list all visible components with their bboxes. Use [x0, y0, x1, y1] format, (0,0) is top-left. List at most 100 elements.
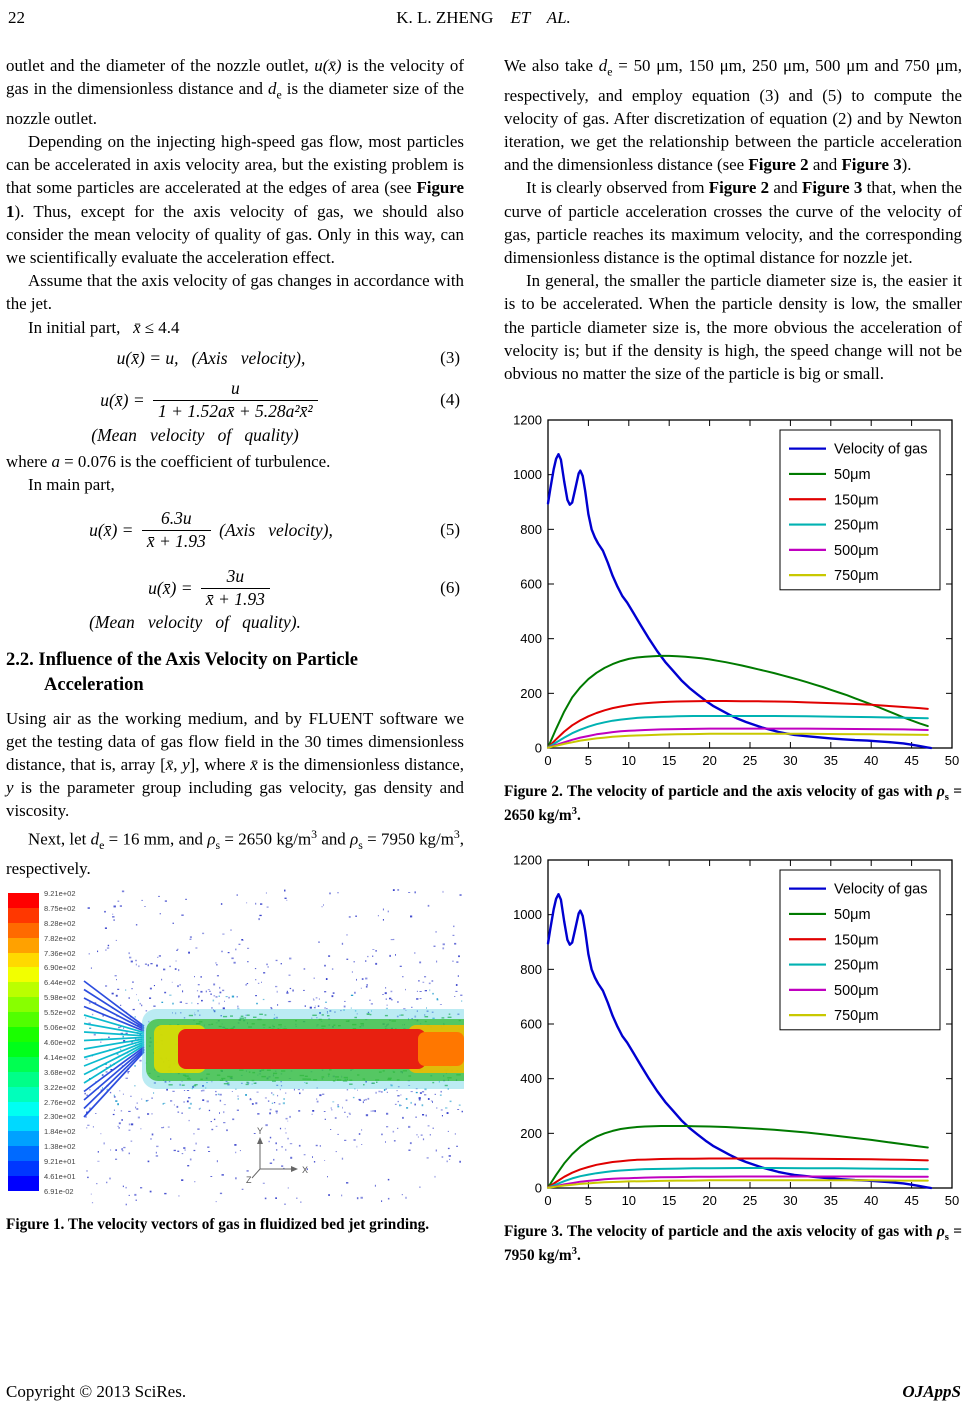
y-tick-label: 1000 [513, 907, 542, 922]
x-tick-label: 0 [544, 753, 551, 768]
colorbar-cell [8, 1146, 39, 1162]
triad-label-x: X [302, 1165, 308, 1175]
x-tick-label: 5 [585, 753, 592, 768]
y-tick-label: 0 [535, 1180, 542, 1195]
colorbar: 9.21e+02 8.75e+02 8.28e+02 7.82e+02 7.36e+02… [6, 889, 82, 1207]
fraction: u 1 + 1.52ax̄ + 5.28a²x̄² [153, 378, 318, 423]
equation-3: u(x̄) = u, (Axis velocity), (3) [6, 348, 464, 369]
x-tick-label: 15 [662, 753, 676, 768]
y-tick-label: 800 [520, 962, 542, 977]
page-footer: Copyright © 2013 SciRes. OJAppS [6, 1382, 961, 1402]
equation-lhs: u(x̄) = [148, 577, 197, 598]
x-tick-label: 20 [702, 1193, 716, 1208]
equation-note: (Mean velocity of quality) [91, 424, 299, 445]
equation-body: u(x̄) = u, (Axis velocity), [116, 347, 306, 368]
colorbar-cell [8, 1086, 39, 1102]
figure2-chart: 0 5 10 15 20 25 30 35 40 45 50 0 200 400 600 800 1000 120… [513, 413, 959, 769]
paragraph: Using air as the working medium, and by … [6, 708, 464, 821]
triad-label-z: Z [246, 1175, 252, 1185]
x-tick-label: 10 [622, 753, 636, 768]
colorbar-label: 1.84e+02 [44, 1127, 76, 1137]
colorbar-label: 6.44e+02 [44, 978, 76, 988]
figure2-caption: Figure 2. The velocity of particle and t… [504, 783, 962, 825]
fraction-numerator: 6.3u [161, 507, 192, 528]
equation-5: u(x̄) = 6.3u x̄ + 1.93 (Axis velocity), … [6, 508, 464, 553]
equation-4: u(x̄) = u 1 + 1.52ax̄ + 5.28a²x̄² (4) [6, 378, 464, 423]
equation-6: u(x̄) = 3u x̄ + 1.93 (6) [6, 566, 464, 611]
legend-label: 500μm [834, 983, 879, 999]
colorbar-cell [8, 1101, 39, 1117]
series-150μm [547, 1157, 929, 1189]
colorbar-label: 4.60e+02 [44, 1037, 76, 1047]
legend-label: 150μm [834, 492, 879, 508]
x-tick-label: 15 [662, 1193, 676, 1208]
x-tick-label: 30 [783, 1193, 797, 1208]
legend-label: Velocity of gas [834, 442, 928, 458]
legend-label: 50μm [834, 467, 871, 483]
legend-label: 250μm [834, 518, 879, 534]
colorbar-cell [8, 967, 39, 983]
legend-label: 500μm [834, 543, 879, 559]
y-tick-label: 800 [520, 522, 542, 537]
y-tick-label: 1200 [513, 413, 542, 428]
colorbar-label: 9.21e+01 [44, 1157, 76, 1167]
colorbar-cell [8, 1176, 39, 1192]
fraction-numerator: 3u [226, 565, 245, 586]
legend-label: 750μm [834, 1008, 879, 1024]
colorbar-label: 8.75e+02 [44, 903, 76, 913]
running-head: K. L. ZHENG ET AL. [396, 8, 571, 27]
fraction-denominator: 1 + 1.52ax̄ + 5.28a²x̄² [153, 399, 318, 423]
colorbar-label: 3.68e+02 [44, 1067, 76, 1077]
equation-number: (5) [440, 520, 460, 540]
y-tick-label: 200 [520, 1126, 542, 1141]
x-tick-label: 35 [824, 753, 838, 768]
y-tick-label: 200 [520, 686, 542, 701]
figure3-chart: 0 5 10 15 20 25 30 35 40 45 50 0 200 400 600 800 1000 120… [513, 852, 959, 1208]
velocity-vector-field: Y X Z [83, 889, 464, 1206]
fraction: 6.3u x̄ + 1.93 [141, 507, 211, 553]
colorbar-cell [8, 937, 39, 953]
y-tick-label: 400 [520, 631, 542, 646]
x-tick-label: 50 [945, 1193, 959, 1208]
y-tick-label: 400 [520, 1071, 542, 1086]
x-tick-label: 25 [743, 753, 757, 768]
legend: Velocity of gas 50μm 150μm 250μm 500μm 750μm [779, 429, 941, 591]
colorbar-cell [8, 952, 39, 968]
x-tick-label: 10 [622, 1193, 636, 1208]
colorbar-cell [8, 1071, 39, 1087]
equation-tail: (Axis velocity), [214, 519, 333, 540]
paragraph: It is clearly observed from Figure 2 and… [504, 178, 962, 267]
fraction-denominator: x̄ + 1.93 [200, 587, 270, 611]
paragraph: Assume that the axis velocity of gas cha… [6, 271, 464, 314]
colorbar-label: 6.91e-02 [44, 1186, 74, 1196]
equation-number: (4) [440, 390, 460, 410]
legend-label: 50μm [834, 907, 871, 923]
colorbar-cell [8, 1161, 39, 1177]
legend-label: 150μm [834, 932, 879, 948]
triad-label-y: Y [257, 1126, 263, 1136]
colorbar-label: 5.06e+02 [44, 1023, 76, 1033]
colorbar-cell [8, 1116, 39, 1132]
legend-label: Velocity of gas [834, 881, 928, 897]
equation-lhs: u(x̄) = [100, 389, 150, 410]
y-tick-label: 1200 [513, 852, 542, 867]
colorbar-label: 8.28e+02 [44, 918, 76, 928]
y-tick-label: 0 [535, 741, 542, 756]
series-500μm [547, 727, 929, 749]
series-50μm [547, 655, 929, 749]
colorbar-label: 2.76e+02 [44, 1097, 76, 1107]
section-heading-line2: Acceleration [44, 674, 144, 695]
series-Velocity of gas [546, 453, 933, 750]
figure1-caption: Figure 1. The velocity vectors of gas in… [6, 1215, 430, 1233]
series-250μm [547, 1166, 929, 1189]
paragraph: In general, the smaller the particle dia… [504, 271, 962, 384]
axis-triad: Y X Z [246, 1126, 308, 1185]
paragraph: Next, let de = 16 mm, and ρs = 2650 kg/m… [6, 826, 464, 878]
colorbar-label: 4.14e+02 [44, 1052, 76, 1062]
fraction-numerator: u [230, 377, 240, 398]
legend: Velocity of gas 50μm 150μm 250μm 500μm 750μm [779, 869, 941, 1030]
series-250μm [547, 715, 929, 749]
series-150μm [547, 700, 929, 749]
paragraph: We also take de = 50 μm, 150 μm, 250 μm,… [504, 56, 962, 175]
